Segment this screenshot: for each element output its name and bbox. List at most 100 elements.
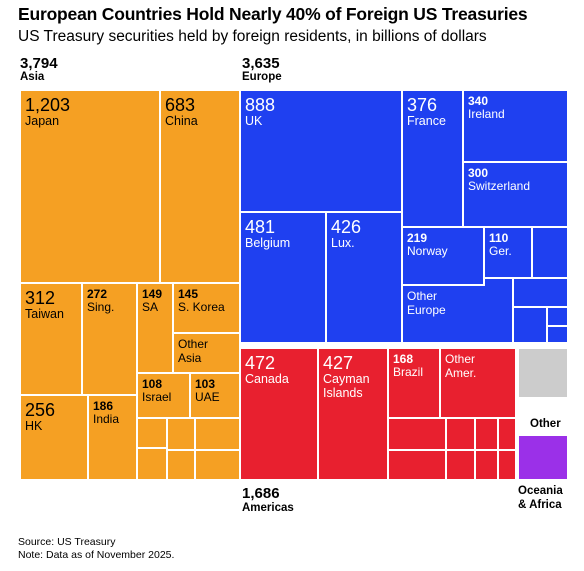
- tile-other-europe: [403, 286, 512, 342]
- tile-uk: [241, 91, 401, 211]
- tile-sing: [83, 284, 136, 394]
- tile-minor-asia-2: [196, 419, 239, 449]
- tile-value-france: 376: [407, 95, 437, 115]
- oceania-africa-line1: Oceania: [518, 485, 563, 497]
- tile-label-lux: Lux.: [331, 236, 355, 250]
- tile-label-uk: UK: [245, 114, 263, 128]
- tile-value-uk: 888: [245, 95, 275, 115]
- tile-minor-oceania_africa-24: [541, 436, 567, 457]
- tile-minor-europe-6: [533, 228, 567, 277]
- data-note: Note: Data as of November 2025.: [18, 549, 175, 561]
- tile-label-uae: UAE: [195, 390, 220, 404]
- tile-brazil: [389, 349, 439, 417]
- tile-france: [403, 91, 462, 226]
- tile-minor-europe-9: [514, 279, 567, 306]
- tile-label-japan: Japan: [25, 114, 59, 128]
- tile-skorea: [174, 284, 239, 332]
- tile-minor-americas-20: [499, 451, 515, 479]
- tile-minor-europe-12: [548, 327, 567, 342]
- tile-value-hk: 256: [25, 400, 55, 420]
- tile-label-israel: Israel: [142, 390, 171, 404]
- tile-minor-asia-5: [196, 451, 239, 479]
- tile-taiwan: [21, 284, 81, 394]
- tile-value-uae: 103: [195, 377, 215, 391]
- tile-minor-oceania_africa-26: [549, 459, 567, 479]
- tile-value-lux: 426: [331, 217, 361, 237]
- tile-ger: [485, 228, 531, 277]
- tile-label-china: China: [165, 114, 198, 128]
- tile-minor-americas-18: [447, 451, 474, 479]
- tile-sa: [138, 284, 172, 372]
- tile-other-amer: [441, 349, 515, 417]
- tile-belgium: [241, 213, 325, 342]
- tile-minor-americas-14: [447, 419, 474, 449]
- tile-minor-americas-13: [389, 419, 445, 449]
- tile-label-skorea: S. Korea: [178, 300, 225, 314]
- tile-value-japan: 1,203: [25, 95, 70, 115]
- tile-value-sa: 149: [142, 287, 162, 301]
- tile-minor-other-21: [519, 349, 567, 397]
- tile-minor-asia-3: [138, 449, 166, 479]
- tile-value-sing: 272: [87, 287, 107, 301]
- tile-hk: [21, 396, 87, 479]
- tile-cayman: [319, 349, 387, 479]
- tile-label2-cayman: Islands: [323, 386, 363, 400]
- tile-norway: [403, 228, 483, 284]
- tile-value-india: 186: [93, 399, 113, 413]
- tile-value-canada: 472: [245, 353, 275, 373]
- tile-minor-europe-11: [548, 308, 567, 325]
- tile-value-norway: 219: [407, 231, 427, 245]
- tile-value-china: 683: [165, 95, 195, 115]
- tile-value-skorea: 145: [178, 287, 198, 301]
- tile-value-brazil: 168: [393, 352, 413, 366]
- americas-total: 1,686: [242, 485, 280, 502]
- chart-title: European Countries Hold Nearly 40% of Fo…: [18, 4, 528, 24]
- tile-minor-oceania_africa-25: [519, 459, 547, 479]
- oceania-africa-line2: & Africa: [518, 499, 562, 511]
- tile-other-asia: [174, 334, 239, 372]
- tile-minor-oceania_africa-23: [519, 436, 539, 457]
- tile-india: [89, 396, 136, 479]
- tile-label-switzerland: Switzerland: [468, 179, 530, 193]
- americas-label: Americas: [242, 502, 294, 514]
- tile-canada: [241, 349, 317, 479]
- tile-minor-europe-10: [514, 308, 546, 342]
- tile-label-brazil: Brazil: [393, 365, 423, 379]
- tile-value-israel: 108: [142, 377, 162, 391]
- tile-label-sa: SA: [142, 300, 158, 314]
- tile-label2-other-asia: Asia: [178, 351, 202, 365]
- tile-label-ger: Ger.: [489, 244, 512, 258]
- europe-label: Europe: [242, 71, 282, 83]
- tile-label-ireland: Ireland: [468, 107, 505, 121]
- tile-label-sing: Sing.: [87, 300, 114, 314]
- asia-label: Asia: [20, 71, 45, 83]
- tile-label-hk: HK: [25, 419, 43, 433]
- other-label: Other: [530, 418, 561, 430]
- tile-value-ger: 110: [489, 231, 509, 245]
- tile-label-canada: Canada: [245, 372, 289, 386]
- tile-value-ireland: 340: [468, 94, 488, 108]
- tile-china: [161, 91, 239, 282]
- tile-label-other-asia: Other: [178, 337, 208, 351]
- tile-value-belgium: 481: [245, 217, 275, 237]
- tile-minor-americas-17: [389, 451, 445, 479]
- tile-label-cayman: Cayman: [323, 372, 370, 386]
- tile-minor-americas-15: [476, 419, 497, 449]
- tile-label-france: France: [407, 114, 446, 128]
- tile-minor-americas-16: [499, 419, 515, 449]
- tile-label-norway: Norway: [407, 244, 448, 258]
- tile-uae: [191, 374, 239, 417]
- tile-value-switzerland: 300: [468, 166, 488, 180]
- oceania-africa-label: Oceania & Africa: [518, 484, 563, 512]
- tile-minor-asia-0: [138, 419, 166, 447]
- tile-minor-asia-4: [168, 451, 194, 479]
- chart-subtitle: US Treasury securities held by foreign r…: [18, 28, 487, 45]
- tile-japan: [21, 91, 159, 282]
- tile-label-india: India: [93, 412, 119, 426]
- tile-israel: [138, 374, 189, 417]
- tile-label-taiwan: Taiwan: [25, 307, 64, 321]
- tile-switzerland: [464, 163, 567, 226]
- tile-value-cayman: 427: [323, 353, 353, 373]
- tile-minor-americas-19: [476, 451, 497, 479]
